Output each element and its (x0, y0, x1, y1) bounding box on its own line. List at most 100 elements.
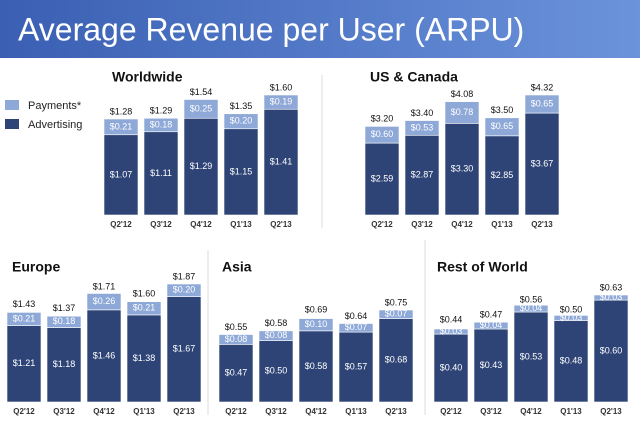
chart-title: Asia (222, 259, 252, 275)
bar-segment (143, 117, 179, 133)
bar-segment (46, 315, 82, 328)
value-label: $0.20 (230, 116, 253, 126)
bar-segment (218, 334, 254, 345)
value-label: $0.40 (440, 362, 463, 372)
bar-segment (364, 142, 400, 216)
total-label: $4.08 (451, 89, 474, 99)
x-tick-label: Q3'12 (53, 407, 75, 416)
x-tick-label: Q1'13 (133, 407, 155, 416)
value-label: $0.26 (93, 296, 116, 306)
bar-segment (513, 304, 549, 313)
bar-segment (338, 323, 374, 333)
bar-segment (473, 328, 509, 403)
value-label: $1.15 (230, 166, 253, 176)
bar-segment (6, 312, 42, 326)
chart-title: Europe (12, 259, 60, 275)
bar-segment (86, 309, 122, 403)
total-label: $1.54 (190, 87, 213, 97)
total-label: $1.71 (93, 281, 116, 291)
value-label: $0.21 (110, 121, 133, 131)
total-label: $0.50 (560, 304, 583, 314)
bar-segment (444, 101, 480, 124)
x-tick-label: Q2'12 (371, 220, 393, 229)
value-label: $0.20 (173, 285, 196, 295)
bar-segment (378, 318, 414, 403)
total-label: $1.28 (110, 106, 133, 116)
total-label: $1.43 (13, 299, 36, 309)
total-label: $4.32 (531, 82, 554, 92)
value-label: $0.43 (480, 360, 503, 370)
value-label: $1.11 (150, 168, 172, 178)
bar-segment (433, 328, 469, 335)
bar-segment (513, 311, 549, 403)
value-label: $0.68 (385, 355, 408, 365)
total-label: $0.56 (520, 294, 543, 304)
value-label: $0.65 (531, 98, 554, 108)
value-label: $0.60 (600, 345, 623, 355)
total-label: $1.87 (173, 271, 196, 281)
bar-segment (404, 120, 440, 136)
bar-segment (593, 294, 629, 301)
bar-segment (126, 301, 162, 316)
total-label: $1.60 (133, 288, 156, 298)
legend-label: Payments* (28, 100, 82, 112)
total-label: $0.47 (480, 310, 503, 320)
value-label: $3.67 (531, 158, 554, 168)
bar-segment (364, 126, 400, 144)
bar-segment (166, 296, 202, 403)
x-tick-label: Q2'13 (385, 407, 407, 416)
chart-title: Rest of World (437, 259, 528, 275)
chart-title: Worldwide (112, 69, 183, 85)
total-label: $1.37 (53, 303, 76, 313)
legend-swatch (5, 119, 19, 129)
value-label: $0.47 (225, 368, 248, 378)
x-tick-label: Q1'13 (345, 407, 367, 416)
total-label: $1.29 (150, 106, 173, 116)
value-label: $0.21 (133, 303, 156, 313)
value-label: $0.48 (560, 356, 583, 366)
value-label: $0.18 (53, 316, 76, 326)
value-label: $1.18 (53, 359, 76, 369)
bar-segment (484, 135, 520, 216)
legend-swatch (5, 100, 19, 110)
x-tick-label: Q1'13 (230, 220, 252, 229)
bar-segment (484, 117, 520, 137)
x-tick-label: Q3'12 (411, 220, 433, 229)
bar-segment (143, 131, 179, 216)
bar-segment (263, 108, 299, 216)
x-tick-label: Q2'12 (225, 407, 247, 416)
value-label: $0.08 (225, 334, 248, 344)
x-tick-label: Q3'12 (480, 407, 502, 416)
bar-segment (223, 128, 259, 216)
bar-segment (46, 327, 82, 403)
total-label: $3.20 (371, 113, 394, 123)
x-tick-label: Q2'12 (13, 407, 35, 416)
bar-segment (258, 340, 294, 403)
x-tick-label: Q2'13 (173, 407, 195, 416)
x-tick-label: Q4'12 (190, 220, 212, 229)
value-label: $1.38 (133, 353, 156, 363)
bar-segment (258, 330, 294, 341)
x-tick-label: Q3'12 (265, 407, 287, 416)
bar-segment (553, 320, 589, 403)
value-label: $2.87 (411, 170, 434, 180)
x-tick-label: Q2'12 (110, 220, 132, 229)
bar-segment (378, 309, 414, 319)
value-label: $0.03 (600, 292, 623, 302)
x-tick-label: Q1'13 (491, 220, 513, 229)
x-tick-label: Q4'12 (93, 407, 115, 416)
bar-segment (223, 113, 259, 130)
value-label: $0.08 (265, 330, 288, 340)
x-tick-label: Q2'12 (440, 407, 462, 416)
value-label: $0.58 (305, 361, 328, 371)
value-label: $0.07 (385, 309, 408, 319)
total-label: $0.44 (440, 315, 463, 325)
bar-segment (103, 118, 139, 136)
value-label: $0.78 (451, 107, 474, 117)
bar-segment (86, 293, 122, 311)
slide-title: Average Revenue per User (ARPU) (18, 11, 524, 47)
value-label: $2.85 (491, 170, 514, 180)
title-bar (0, 0, 640, 58)
bar-segment (524, 94, 560, 114)
